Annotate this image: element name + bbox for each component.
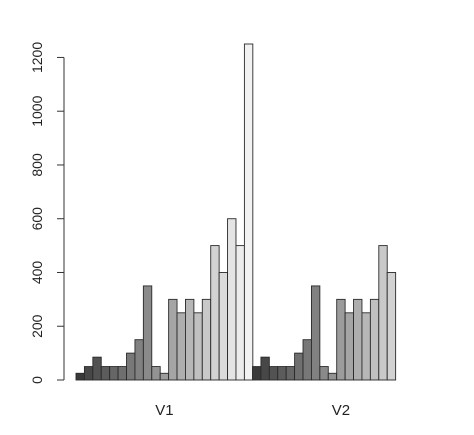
y-tick-label: 600	[29, 207, 45, 231]
bar-V1-20	[235, 245, 245, 381]
bar-V1-10	[151, 366, 161, 381]
y-tick-label: 800	[29, 153, 45, 177]
bar-V1-19	[227, 218, 237, 381]
bar-V2-13	[353, 298, 363, 381]
bar-V1-7	[126, 352, 136, 381]
group-labels: V1 V2	[155, 402, 350, 419]
bar-V2-11	[336, 298, 346, 381]
group-label-V1: V1	[155, 402, 173, 419]
bar-V1-1	[75, 372, 85, 381]
bar-V2-2	[260, 356, 270, 381]
bar-V2-6	[294, 352, 304, 381]
bar-V2-3	[268, 366, 279, 381]
bar-V1-11	[159, 372, 170, 381]
bar-V2-7	[302, 339, 312, 381]
bar-V1-6	[117, 366, 127, 381]
bar-V2-9	[319, 366, 329, 381]
bar-V2-4	[277, 366, 287, 381]
bar-V1-15	[193, 312, 203, 381]
group-label-V2: V2	[332, 402, 350, 419]
bar-V2-12	[344, 312, 354, 381]
bar-V2-16	[378, 245, 388, 381]
bar-V2-14	[361, 312, 371, 381]
bar-V1-4	[100, 366, 111, 381]
y-tick-label: 1200	[29, 42, 45, 73]
bar-V2-10	[327, 372, 338, 381]
bar-V1-13	[176, 312, 186, 381]
bar-V1-8	[134, 339, 144, 381]
bar-V1-5	[109, 366, 119, 381]
bar-V2-8	[310, 285, 321, 381]
bar-V2-17	[386, 272, 397, 381]
y-tick-label: 0	[29, 376, 45, 384]
bar-V2-15	[369, 298, 380, 381]
y-axis: 0 200 400 600 800 1000 1200	[29, 42, 65, 384]
y-tick-label: 200	[29, 314, 45, 338]
bar-V1-12	[168, 298, 178, 381]
y-tick-label: 400	[29, 261, 45, 285]
bar-V2-5	[285, 366, 296, 381]
bar-V1-18	[218, 272, 229, 381]
bar-V2-1	[252, 366, 262, 381]
bar-V1-14	[185, 298, 195, 381]
bar-V1-17	[210, 245, 220, 381]
bar-V1-16	[201, 298, 212, 381]
bar-V1-9	[142, 285, 153, 381]
bar-V1-2	[83, 366, 94, 381]
bar-V1-3	[92, 356, 102, 381]
bar-V1-21	[243, 43, 254, 381]
y-tick-label: 1000	[29, 95, 45, 126]
bars	[75, 43, 397, 381]
